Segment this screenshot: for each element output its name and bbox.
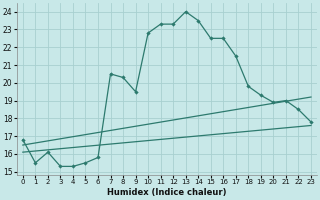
X-axis label: Humidex (Indice chaleur): Humidex (Indice chaleur) <box>107 188 227 197</box>
